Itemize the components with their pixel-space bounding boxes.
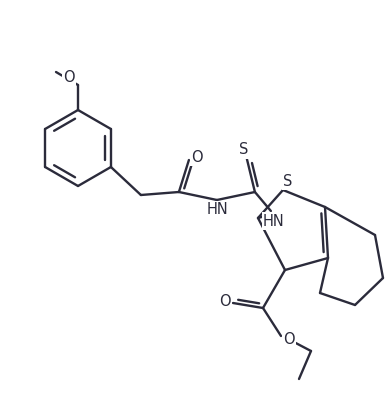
Text: O: O	[219, 294, 231, 309]
Text: HN: HN	[263, 214, 285, 228]
Text: S: S	[239, 142, 249, 157]
Text: S: S	[283, 173, 293, 188]
Text: O: O	[191, 150, 203, 164]
Text: HN: HN	[207, 202, 229, 218]
Text: O: O	[283, 332, 295, 347]
Text: O: O	[63, 69, 75, 85]
